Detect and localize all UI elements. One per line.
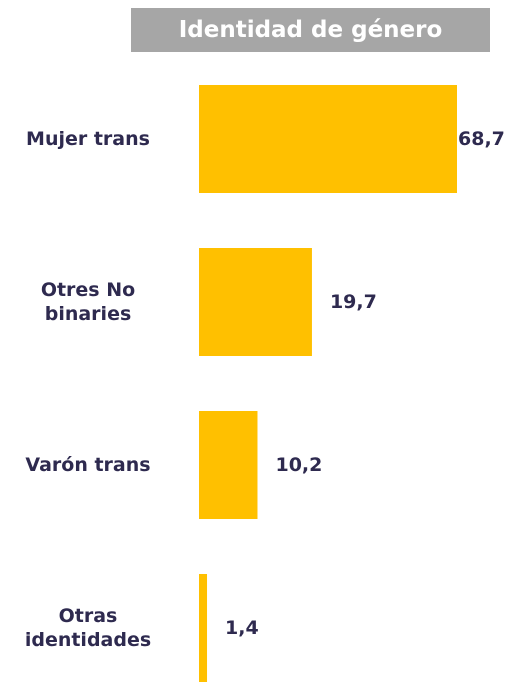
category-label: Otres No binaries bbox=[40, 279, 136, 325]
chart-title: Identidad de género bbox=[131, 8, 490, 52]
bar bbox=[199, 85, 457, 193]
category-label: Otras identidades bbox=[24, 605, 152, 651]
category-label: Varón trans bbox=[25, 454, 151, 476]
value-label: 19,7 bbox=[329, 291, 377, 313]
bars bbox=[199, 85, 457, 682]
value-label: 68,7 bbox=[458, 128, 505, 150]
bar bbox=[199, 248, 312, 356]
bar bbox=[199, 411, 258, 519]
value-label: 1,4 bbox=[225, 617, 259, 639]
category-label: Mujer trans bbox=[26, 128, 150, 150]
bar bbox=[199, 574, 208, 682]
value-label: 10,2 bbox=[275, 454, 323, 476]
